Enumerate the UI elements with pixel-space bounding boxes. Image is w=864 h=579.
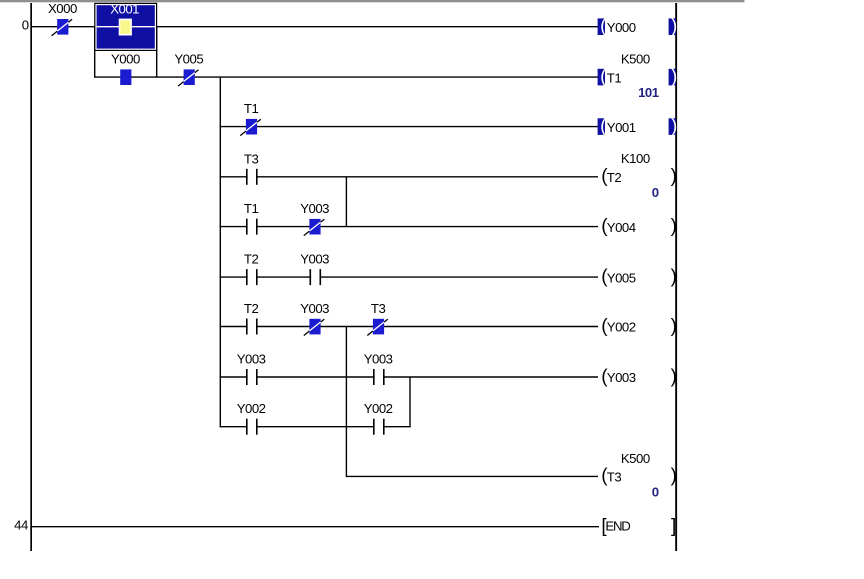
svg-text:Y002: Y002 (364, 401, 393, 416)
svg-text:): ) (671, 266, 677, 287)
svg-text:T3: T3 (244, 151, 259, 166)
svg-text:101: 101 (638, 85, 659, 100)
svg-text:): ) (671, 316, 677, 337)
svg-text:(: ( (601, 466, 608, 487)
svg-text:K100: K100 (621, 151, 650, 166)
svg-text:Y003: Y003 (300, 301, 329, 316)
svg-text:(: ( (600, 116, 607, 137)
svg-text:): ) (671, 166, 677, 187)
svg-text:(: ( (601, 366, 608, 387)
svg-text:Y003: Y003 (364, 352, 393, 367)
svg-text:(: ( (600, 16, 607, 37)
svg-text:Y003: Y003 (300, 252, 329, 267)
svg-text:K500: K500 (621, 52, 650, 67)
svg-text:(: ( (600, 66, 607, 87)
svg-text:): ) (671, 66, 677, 87)
svg-text:T1: T1 (244, 201, 259, 216)
svg-text:Y003: Y003 (607, 370, 636, 385)
svg-text:(: ( (601, 266, 608, 287)
svg-text:Y005: Y005 (174, 52, 203, 67)
svg-text:[: [ (601, 516, 607, 537)
svg-text:): ) (671, 116, 677, 137)
svg-text:(: ( (601, 216, 608, 237)
svg-text:END: END (605, 519, 630, 534)
svg-text:): ) (671, 216, 677, 237)
svg-text:X000: X000 (48, 1, 77, 16)
svg-text:T1: T1 (244, 101, 259, 116)
svg-text:(: ( (601, 166, 608, 187)
svg-text:0: 0 (652, 484, 659, 499)
svg-text:T1: T1 (607, 70, 622, 85)
svg-text:Y000: Y000 (607, 20, 636, 35)
svg-text:T2: T2 (244, 252, 259, 267)
svg-text:): ) (671, 16, 677, 37)
svg-text:Y003: Y003 (300, 201, 329, 216)
svg-text:0: 0 (22, 18, 29, 33)
svg-text:Y002: Y002 (607, 320, 636, 335)
svg-text:Y005: Y005 (607, 270, 636, 285)
svg-text:44: 44 (14, 518, 28, 533)
svg-text:T2: T2 (244, 301, 259, 316)
svg-text:K500: K500 (621, 451, 650, 466)
svg-text:0: 0 (652, 185, 659, 200)
svg-text:T3: T3 (607, 470, 622, 485)
svg-text:Y002: Y002 (237, 401, 266, 416)
svg-text:Y003: Y003 (237, 352, 266, 367)
svg-text:): ) (671, 366, 677, 387)
svg-text:T2: T2 (607, 170, 622, 185)
svg-text:X001: X001 (110, 1, 139, 16)
svg-text:Y001: Y001 (607, 120, 636, 135)
svg-text:): ) (671, 466, 677, 487)
svg-text:T3: T3 (371, 301, 386, 316)
svg-text:(: ( (601, 316, 608, 337)
svg-text:]: ] (671, 516, 676, 537)
svg-text:Y004: Y004 (607, 220, 636, 235)
svg-text:Y000: Y000 (111, 52, 140, 67)
